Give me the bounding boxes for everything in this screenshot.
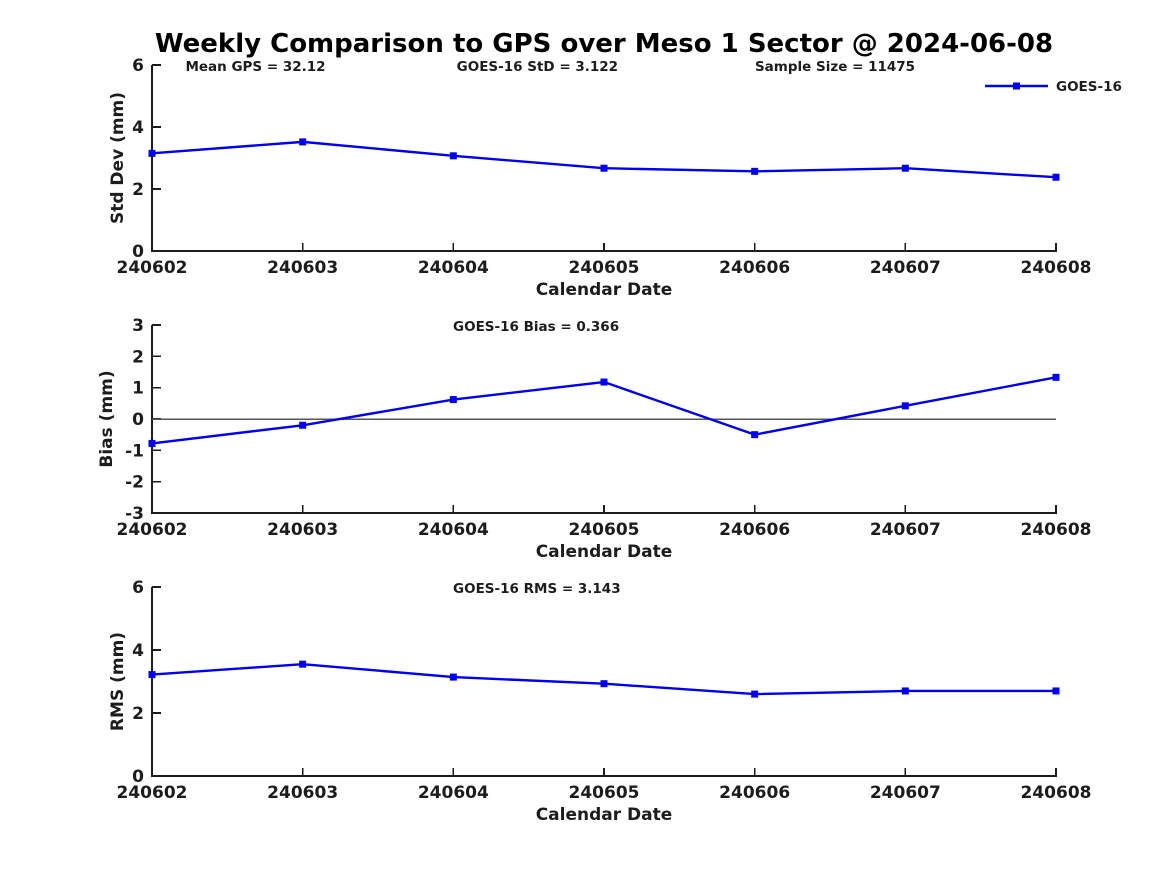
data-point bbox=[901, 164, 909, 172]
y-axis-label: Bias (mm) bbox=[97, 370, 117, 467]
data-point bbox=[600, 680, 608, 688]
x-axis-label: Calendar Date bbox=[536, 542, 673, 562]
legend-label: GOES-16 bbox=[1056, 79, 1122, 95]
y-tick-label: 2 bbox=[132, 704, 144, 724]
data-point bbox=[449, 673, 457, 681]
x-axis-label: Calendar Date bbox=[536, 280, 673, 300]
series-line bbox=[151, 376, 1057, 445]
data-point bbox=[148, 149, 156, 157]
annotation: GOES-16 StD = 3.122 bbox=[457, 59, 618, 75]
y-tick-label: 0 bbox=[132, 242, 144, 262]
y-axis-label: RMS (mm) bbox=[108, 632, 128, 731]
series-line bbox=[151, 140, 1057, 179]
x-tick-label: 240606 bbox=[719, 258, 790, 278]
x-tick-label: 240607 bbox=[870, 258, 941, 278]
subplot-rms: 0 2 4 6 240602 240603 240604 240605 240606 240607… bbox=[108, 578, 1091, 825]
data-point bbox=[600, 164, 608, 172]
y-tick-label: 0 bbox=[132, 410, 144, 430]
data-point bbox=[148, 671, 156, 679]
y-tick-label: 2 bbox=[132, 347, 144, 367]
annotation: Mean GPS = 32.12 bbox=[185, 59, 325, 75]
y-tick-label: 1 bbox=[132, 379, 144, 399]
data-point bbox=[751, 690, 759, 698]
data-point bbox=[1052, 173, 1060, 181]
x-tick-label: 240608 bbox=[1021, 783, 1092, 803]
x-tick-label: 240602 bbox=[117, 520, 188, 540]
data-point bbox=[1052, 687, 1060, 695]
x-tick-label: 240608 bbox=[1021, 258, 1092, 278]
data-point bbox=[901, 687, 909, 695]
x-tick-label: 240602 bbox=[117, 783, 188, 803]
data-point bbox=[901, 402, 909, 410]
x-tick-label: 240603 bbox=[267, 258, 338, 278]
y-tick-label: 4 bbox=[132, 641, 144, 661]
chart-title: Weekly Comparison to GPS over Meso 1 Sec… bbox=[154, 29, 1054, 59]
x-tick-label: 240604 bbox=[418, 520, 489, 540]
y-tick-label: 6 bbox=[132, 56, 144, 76]
y-tick-label: 0 bbox=[132, 767, 144, 787]
data-point bbox=[449, 152, 457, 160]
x-tick-label: 240603 bbox=[267, 520, 338, 540]
series-line bbox=[151, 662, 1056, 696]
annotation: GOES-16 Bias = 0.366 bbox=[453, 319, 619, 335]
data-point bbox=[299, 660, 307, 668]
legend-marker bbox=[1013, 82, 1020, 90]
x-axis-label: Calendar Date bbox=[536, 805, 673, 825]
x-tick-label: 240607 bbox=[870, 783, 941, 803]
data-point bbox=[299, 421, 307, 429]
x-tick-label: 240606 bbox=[719, 783, 790, 803]
annotation: GOES-16 RMS = 3.143 bbox=[453, 581, 621, 597]
x-tick-label: 240603 bbox=[267, 783, 338, 803]
y-tick-label: 2 bbox=[132, 180, 144, 200]
y-tick-label: 4 bbox=[132, 118, 144, 138]
subplot-std-dev: 0 2 4 6 240602 240603 240604 240605 240606 240607… bbox=[108, 56, 1122, 300]
y-tick-label: -3 bbox=[125, 504, 144, 524]
x-tick-label: 240604 bbox=[418, 258, 489, 278]
x-tick-label: 240604 bbox=[418, 783, 489, 803]
x-tick-label: 240605 bbox=[569, 783, 640, 803]
data-point bbox=[600, 378, 608, 386]
x-tick-label: 240602 bbox=[117, 258, 188, 278]
data-point bbox=[449, 396, 457, 404]
x-tick-label: 240608 bbox=[1021, 520, 1092, 540]
y-tick-label: -1 bbox=[125, 441, 144, 461]
data-point bbox=[148, 439, 156, 447]
x-tick-label: 240607 bbox=[870, 520, 941, 540]
y-axis-label: Std Dev (mm) bbox=[108, 92, 128, 224]
x-tick-label: 240605 bbox=[569, 520, 640, 540]
y-tick-label: 3 bbox=[132, 316, 144, 336]
y-tick-label: -2 bbox=[125, 473, 144, 493]
data-point bbox=[1052, 373, 1060, 381]
data-point bbox=[751, 167, 759, 175]
x-tick-label: 240606 bbox=[719, 520, 790, 540]
subplot-bias: -3 -2 -1 0 1 2 3 240602 240603 240604 240605 240606… bbox=[97, 316, 1091, 562]
data-point bbox=[299, 138, 307, 146]
x-tick-label: 240605 bbox=[569, 258, 640, 278]
annotation: Sample Size = 11475 bbox=[755, 59, 915, 75]
y-tick-label: 6 bbox=[132, 578, 144, 598]
data-point bbox=[751, 431, 759, 439]
